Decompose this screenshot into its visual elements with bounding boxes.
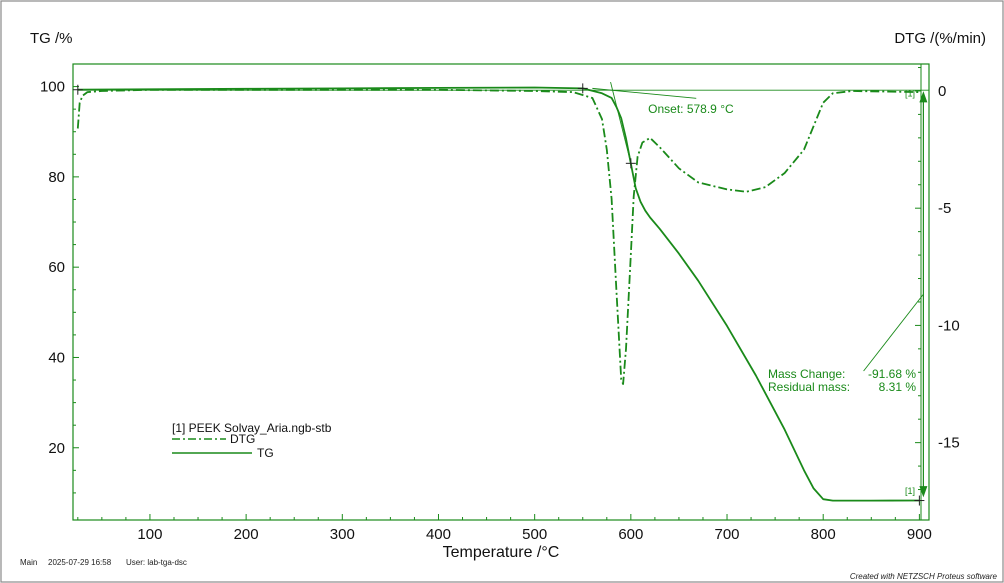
y-axis-right-ticks: 0 -5 -10 -15 xyxy=(915,64,960,520)
x-tick-label: 500 xyxy=(522,526,547,543)
mass-change-leader-line xyxy=(863,293,924,372)
residual-mass-label: Residual mass: xyxy=(768,380,850,394)
x-tick-label: 600 xyxy=(618,526,643,543)
mass-change-label: Mass Change: xyxy=(768,367,845,381)
footer-credit: Created with NETZSCH Proteus software xyxy=(850,572,998,581)
series-layer xyxy=(76,86,920,502)
y-left-tick-label: 60 xyxy=(48,259,65,276)
legend: [1] PEEK Solvay_Aria.ngb-stb DTG TG xyxy=(172,421,332,460)
y-right-tick-label: -10 xyxy=(938,317,960,334)
footer-main: Main xyxy=(20,558,37,567)
curve-tag-tg: [1] xyxy=(905,486,915,496)
y-left-tick-label: 80 xyxy=(48,169,65,186)
y-axis-left-ticks: 20 40 60 80 100 xyxy=(40,79,79,494)
x-tick-label: 700 xyxy=(715,526,740,543)
x-tick-label: 800 xyxy=(811,526,836,543)
y-left-tick-label: 20 xyxy=(48,440,65,457)
mass-change-arrow-head-down xyxy=(919,486,928,498)
y-axis-right-label: DTG /(%/min) xyxy=(894,30,986,47)
curve-tag-dtg: [1] xyxy=(905,89,915,99)
y-right-tick-label: -15 xyxy=(938,435,960,452)
legend-item-tg: TG xyxy=(257,446,274,460)
x-tick-label: 300 xyxy=(330,526,355,543)
residual-mass-value: 8.31 % xyxy=(879,380,917,394)
onset-tangent-line xyxy=(592,87,697,99)
mass-change-arrow-head-up xyxy=(919,91,928,103)
y-right-tick-label: -5 xyxy=(938,200,951,217)
y-left-tick-label: 100 xyxy=(40,79,65,96)
x-tick-label: 200 xyxy=(234,526,259,543)
x-tick-label: 900 xyxy=(907,526,932,543)
onset-slope-line xyxy=(610,81,632,164)
series-tg-line xyxy=(77,86,920,502)
x-axis-label: Temperature /°C xyxy=(443,544,560,561)
x-tick-label: 400 xyxy=(426,526,451,543)
y-axis-left-label: TG /% xyxy=(30,30,73,47)
mass-change-value: -91.68 % xyxy=(868,367,916,381)
y-right-tick-label: 0 xyxy=(938,83,946,100)
footer-user: User: lab-tga-dsc xyxy=(126,558,187,567)
plot-frame xyxy=(72,63,930,521)
series-dtg-line xyxy=(76,88,920,385)
footer-datetime: 2025-07-29 16:58 xyxy=(48,558,112,567)
x-tick-label: 100 xyxy=(137,526,162,543)
onset-label: Onset: 578.9 °C xyxy=(648,102,734,116)
x-axis-ticks: 100 200 300 400 500 600 700 800 900 xyxy=(77,514,932,543)
legend-title: [1] PEEK Solvay_Aria.ngb-stb xyxy=(172,421,332,435)
legend-item-dtg: DTG xyxy=(230,432,255,446)
y-left-tick-label: 40 xyxy=(48,349,65,366)
annotation-layer: Onset: 578.9 °C Mass Change: -91.68 % Resid… xyxy=(72,81,929,506)
